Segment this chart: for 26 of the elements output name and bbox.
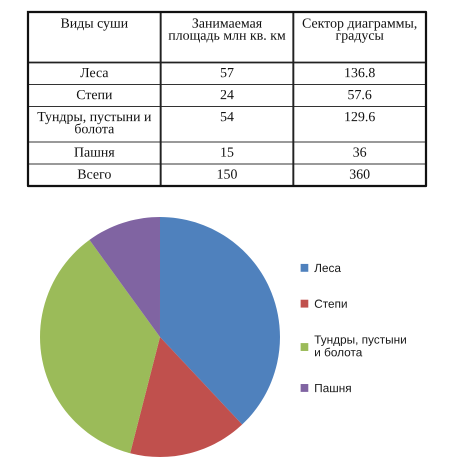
text: 24 bbox=[220, 90, 234, 100]
category-label: Всего bbox=[78, 170, 111, 179]
category-label: Леса bbox=[80, 68, 108, 78]
pie-slice bbox=[89, 217, 160, 337]
pie-slice bbox=[130, 337, 242, 457]
text: 36 bbox=[353, 147, 366, 157]
legend-label: Степи bbox=[314, 300, 347, 308]
text: 57.6 bbox=[348, 90, 372, 100]
text: 136.8 bbox=[345, 68, 375, 78]
category-label: Тундры, пустыни и болота bbox=[38, 112, 152, 134]
category-label: Сектор диаграммы, градусы bbox=[302, 18, 416, 43]
text: 129.6 bbox=[345, 112, 375, 122]
category-label: Пашня bbox=[74, 148, 114, 157]
text: 360 bbox=[350, 169, 370, 179]
category-label: Степи bbox=[76, 90, 112, 100]
text: 54 bbox=[220, 112, 234, 122]
legend-label: Тундры, пустыни и болота bbox=[314, 335, 406, 356]
legend-label: Леса bbox=[314, 264, 341, 272]
text: 57 bbox=[220, 68, 234, 78]
category-label: Занимаемая площадь млн кв. км bbox=[168, 18, 286, 43]
text: 15 bbox=[221, 147, 234, 157]
pie-slice bbox=[160, 217, 280, 424]
category-label: Виды суши bbox=[60, 18, 128, 31]
legend-label: Пашня bbox=[315, 384, 351, 392]
pie-slice bbox=[40, 240, 160, 454]
text: 150 bbox=[218, 169, 237, 179]
